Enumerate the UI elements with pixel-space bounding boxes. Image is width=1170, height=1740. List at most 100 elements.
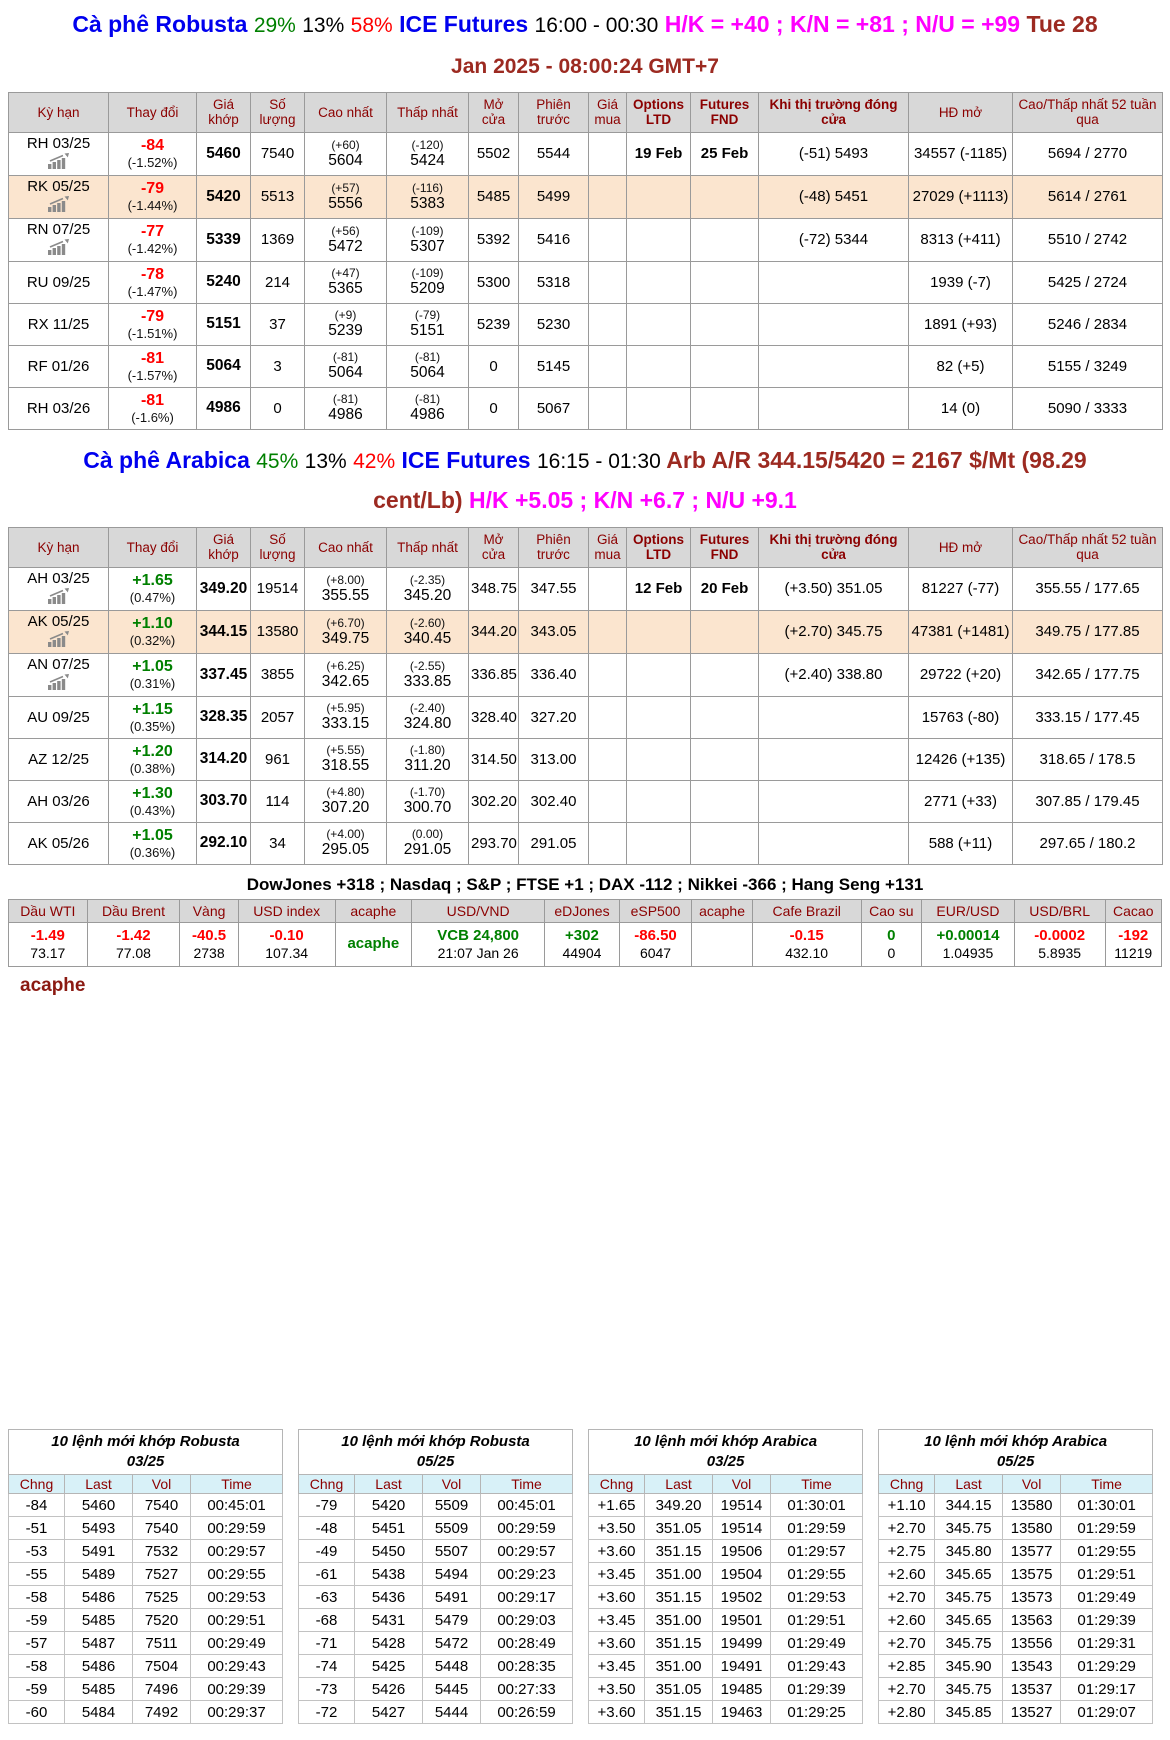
prev-session-cell: 5318 bbox=[518, 260, 589, 304]
change-value: +1.20 bbox=[132, 742, 173, 760]
change-value: +1.65 bbox=[132, 572, 173, 589]
high-delta: (+60) bbox=[331, 137, 360, 152]
change-value: -78 bbox=[140, 265, 165, 283]
high-delta: (+6.70) bbox=[326, 615, 365, 630]
index-header: USD/BRL bbox=[1013, 898, 1106, 923]
bid-cell bbox=[588, 131, 627, 176]
index-value: 6047 bbox=[639, 945, 672, 961]
low-delta: (-2.60) bbox=[409, 615, 446, 630]
high-delta: (+4.00) bbox=[326, 827, 365, 841]
low-delta: (-109) bbox=[411, 223, 444, 238]
order-chng: +3.45 bbox=[588, 1654, 646, 1678]
low-cell: (-2.60) 340.45 bbox=[386, 609, 469, 654]
low-value: 5424 bbox=[410, 151, 445, 169]
order-last: 351.00 bbox=[644, 1654, 714, 1678]
futures-fnd-cell bbox=[690, 652, 759, 697]
order-row-item: +2.70 345.75 13556 01:29:31 bbox=[878, 1631, 1154, 1655]
index-header: Cao su bbox=[860, 898, 923, 923]
order-row-item: +2.60 345.65 13563 01:29:39 bbox=[878, 1608, 1154, 1632]
low-value: 291.05 bbox=[403, 841, 452, 858]
order-last: 351.15 bbox=[644, 1539, 714, 1563]
index-value: 73.17 bbox=[30, 945, 66, 961]
low-value: 5209 bbox=[410, 280, 445, 297]
last-price-cell: 5339 bbox=[196, 217, 251, 262]
order-time: 00:29:55 bbox=[189, 1562, 284, 1586]
change-value: +1.05 bbox=[132, 826, 173, 844]
order-chng: +3.60 bbox=[588, 1539, 646, 1563]
open-cell: 5392 bbox=[468, 217, 519, 262]
prev-session-cell: 5230 bbox=[518, 302, 589, 346]
low-delta: (-2.40) bbox=[409, 701, 446, 715]
index-change: -0.0002 bbox=[1034, 927, 1086, 944]
high-cell: (+8.00) 355.55 bbox=[304, 566, 387, 611]
open-interest-cell: 81227 (-77) bbox=[908, 566, 1013, 611]
order-vol: 19506 bbox=[712, 1539, 772, 1563]
last-price-cell: 5240 bbox=[196, 260, 251, 304]
contract-label: AZ 12/25 bbox=[28, 750, 89, 768]
futures-row: AH 03/25 +1.65 (0.47%) 349.20 19514 (+8.… bbox=[8, 566, 1163, 611]
futures-fnd-cell: 20 Feb bbox=[690, 566, 759, 611]
high-cell: (-81) 4986 bbox=[304, 386, 387, 430]
order-row-item: -53 5491 7532 00:29:57 bbox=[8, 1539, 284, 1563]
index-change: +0.00014 bbox=[936, 927, 1000, 944]
market-close-cell bbox=[758, 386, 909, 430]
futures-row: AK 05/26 +1.05 (0.36%) 292.10 34 (+4.00)… bbox=[8, 821, 1163, 865]
change-cell: +1.10 (0.32%) bbox=[108, 609, 197, 654]
open-interest-cell: 8313 (+411) bbox=[908, 217, 1013, 262]
bid-cell bbox=[588, 386, 627, 430]
order-time: 00:27:33 bbox=[480, 1677, 574, 1701]
options-ltd-cell bbox=[626, 821, 691, 865]
index-cell: 0 0 bbox=[860, 921, 923, 967]
options-ltd-cell bbox=[626, 609, 691, 654]
low-value: 345.20 bbox=[403, 586, 452, 604]
order-row-item: -72 5427 5444 00:26:59 bbox=[298, 1700, 574, 1724]
order-last: 351.00 bbox=[644, 1608, 714, 1632]
low-value: 340.45 bbox=[403, 629, 452, 647]
low-cell: (0.00) 291.05 bbox=[386, 821, 469, 865]
prev-session-cell: 5499 bbox=[518, 174, 589, 219]
open-cell: 328.40 bbox=[468, 695, 519, 739]
futures-fnd-cell bbox=[690, 217, 759, 262]
column-header: Phiên trước bbox=[518, 91, 589, 133]
column-header: Số lượng bbox=[250, 526, 305, 568]
order-chng: -84 bbox=[8, 1493, 65, 1517]
index-cell: -0.0002 5.8935 bbox=[1013, 921, 1106, 967]
index-change: VCB 24,800 bbox=[437, 927, 519, 944]
low-value: 5383 bbox=[410, 194, 445, 212]
high-cell: (+60) 5604 bbox=[304, 131, 387, 176]
low-delta: (-2.55) bbox=[409, 658, 446, 673]
change-cell: +1.65 (0.47%) bbox=[108, 566, 197, 611]
order-last: 5460 bbox=[64, 1493, 133, 1517]
column-header: Options LTD bbox=[626, 91, 691, 133]
order-table-header-row: Chng Last Vol Time bbox=[298, 1474, 574, 1494]
options-ltd-cell bbox=[626, 386, 691, 430]
change-percent: (-1.44%) bbox=[127, 198, 178, 213]
column-header: Thay đổi bbox=[108, 526, 197, 568]
index-header: Dầu Brent bbox=[86, 898, 181, 923]
futures-row: RX 11/25 -79 (-1.51%) 5151 37 (+9) 5239 … bbox=[8, 302, 1163, 346]
bid-cell bbox=[588, 260, 627, 304]
last-price-cell: 303.70 bbox=[196, 779, 251, 823]
volume-cell: 34 bbox=[250, 821, 305, 865]
volume-cell: 2057 bbox=[250, 695, 305, 739]
order-vol: 5445 bbox=[422, 1677, 482, 1701]
high-value: 318.55 bbox=[321, 757, 370, 774]
order-time: 01:29:57 bbox=[770, 1539, 864, 1563]
order-last: 5484 bbox=[64, 1700, 133, 1724]
order-vol: 7511 bbox=[132, 1631, 191, 1655]
robusta-header-row: Kỳ hạn Thay đổi Giá khớp Số lượng Cao nhất Th… bbox=[8, 91, 1163, 133]
change-percent: (-1.51%) bbox=[127, 325, 178, 341]
order-time: 01:29:39 bbox=[1060, 1608, 1154, 1632]
futures-row: RK 05/25 -79 (-1.44%) 5420 5513 (+57) 55… bbox=[8, 174, 1163, 219]
volume-cell: 214 bbox=[250, 260, 305, 304]
order-table-title-line2: 05/25 bbox=[996, 1452, 1035, 1470]
prev-session-cell: 313.00 bbox=[518, 737, 589, 781]
chart-icon bbox=[47, 152, 71, 173]
contract-cell: RK 05/25 bbox=[8, 174, 109, 219]
index-cell: +302 44904 bbox=[544, 921, 620, 967]
change-percent: (-1.47%) bbox=[127, 283, 178, 299]
bid-cell bbox=[588, 609, 627, 654]
order-chng: -72 bbox=[298, 1700, 356, 1724]
order-time: 00:29:03 bbox=[480, 1608, 574, 1632]
high-delta: (+47) bbox=[331, 266, 360, 280]
